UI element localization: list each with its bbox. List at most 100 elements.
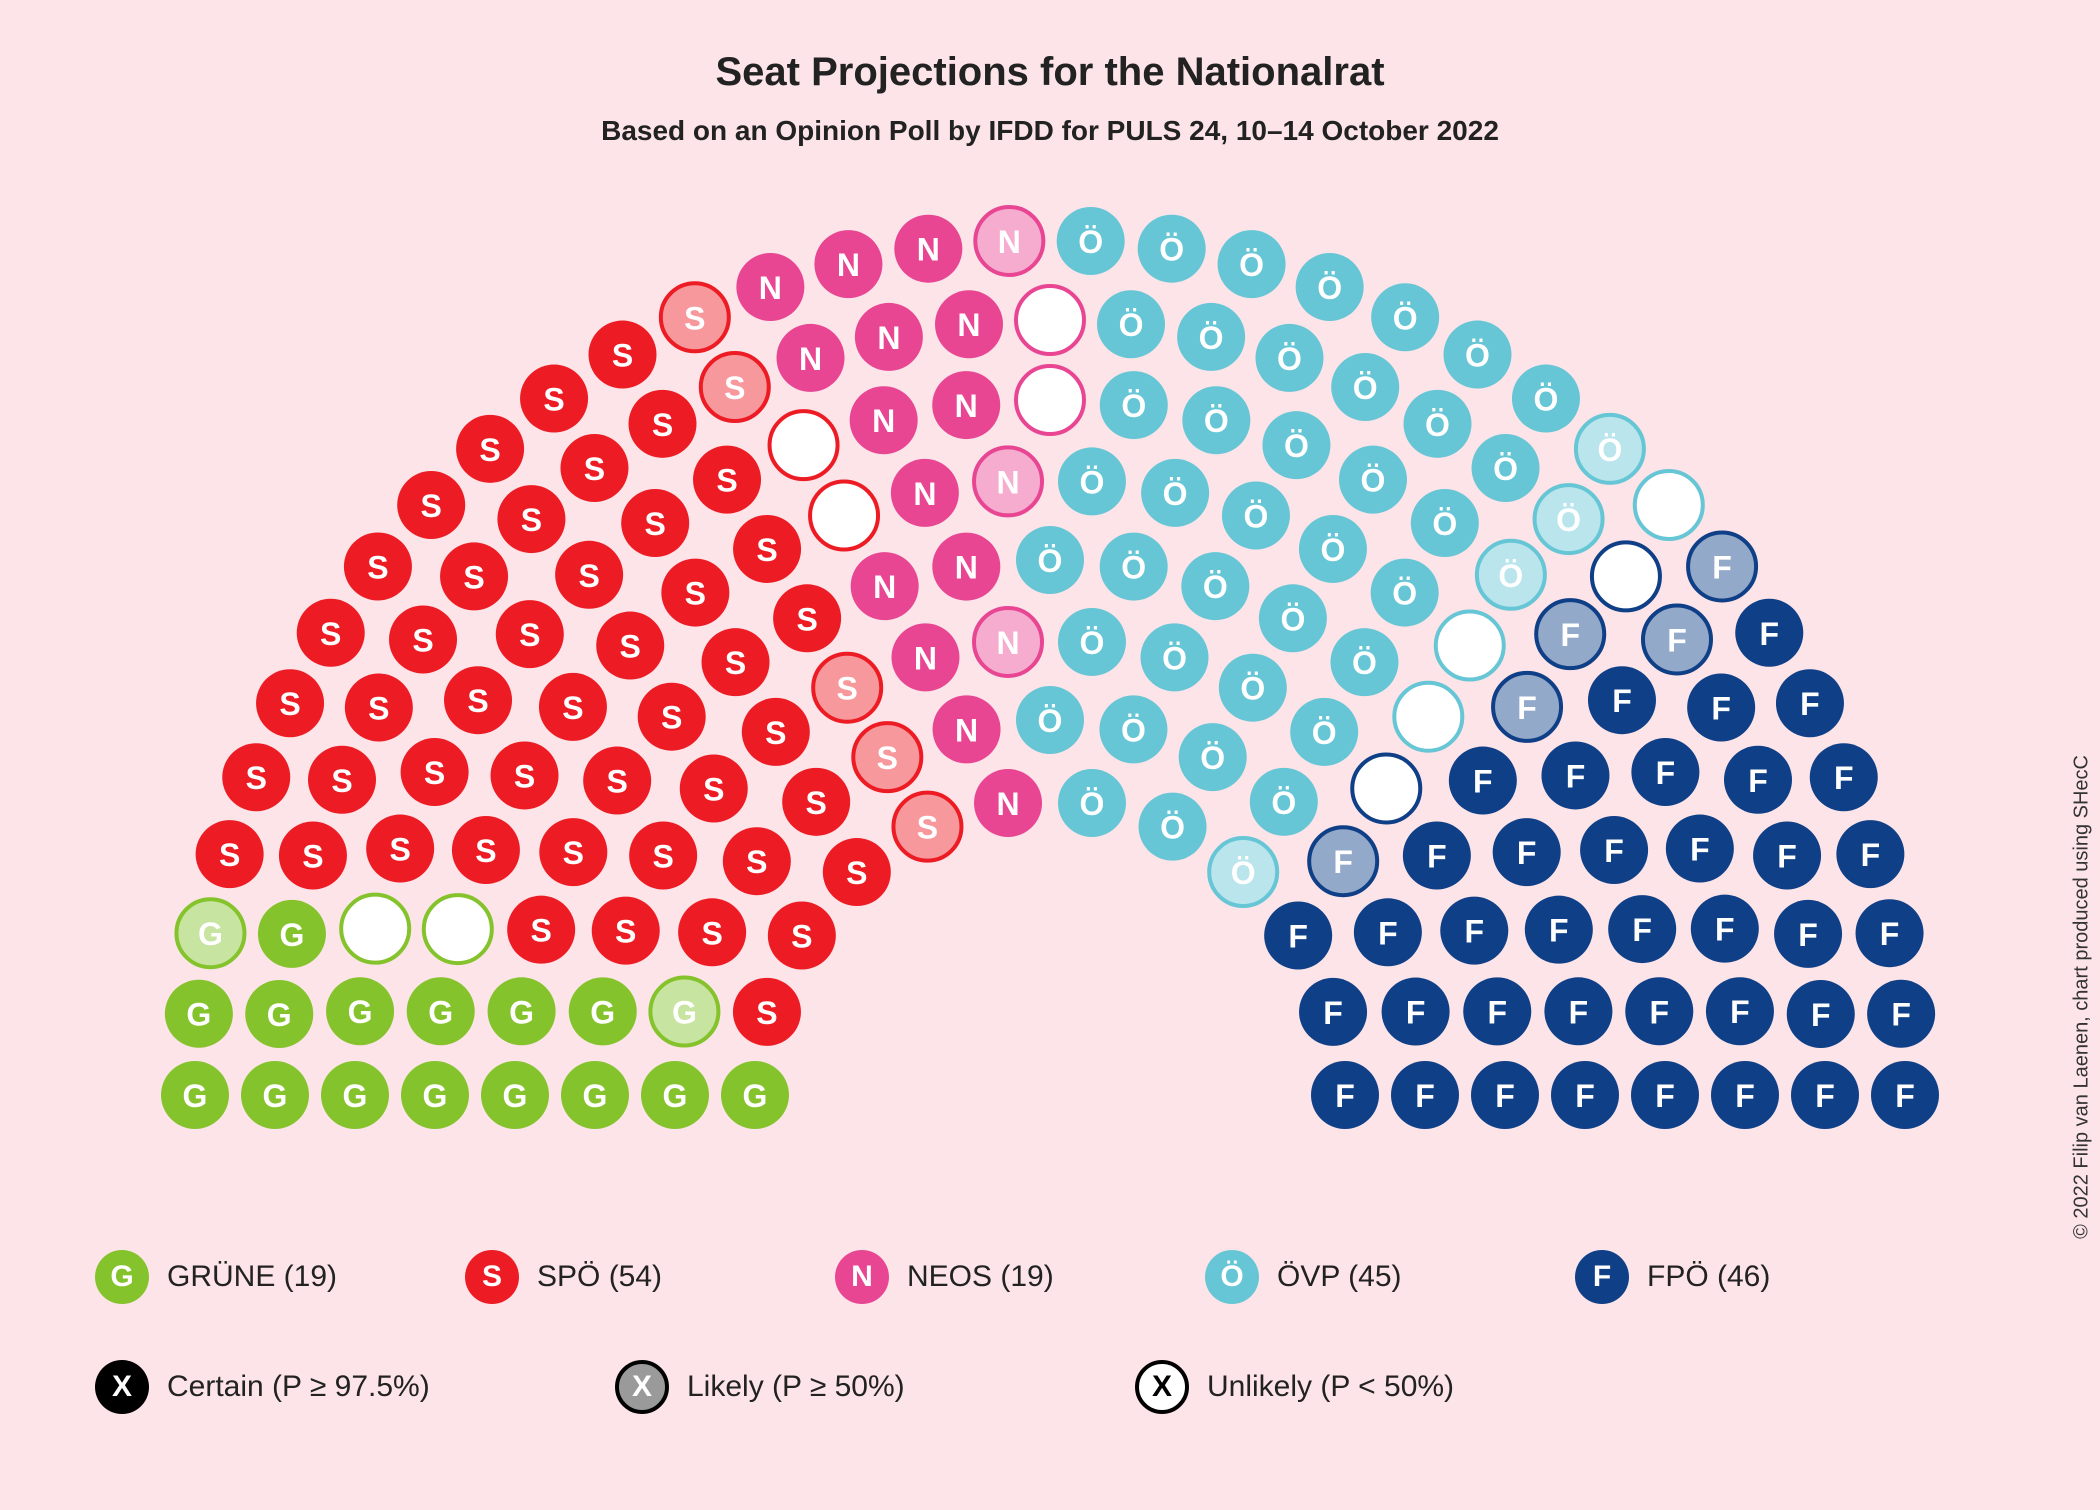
svg-text:F: F [1612, 683, 1632, 719]
seat: Ö [1097, 290, 1165, 358]
svg-text:S: S [716, 463, 737, 499]
seat: S [222, 743, 290, 811]
svg-text:S: S [837, 671, 858, 707]
legend-certainty-swatch: X [95, 1360, 149, 1414]
svg-text:G: G [503, 1078, 528, 1114]
seat: N [1016, 286, 1084, 354]
seat: G [407, 977, 475, 1045]
svg-text:S: S [645, 506, 666, 542]
svg-text:F: F [1575, 1078, 1595, 1114]
svg-text:S: S [612, 338, 633, 374]
svg-text:S: S [793, 428, 814, 464]
seat: N [736, 253, 804, 321]
seat: S [456, 415, 524, 483]
legend-party-label: ÖVP (45) [1277, 1260, 1402, 1294]
seat: S [344, 532, 412, 600]
svg-text:S: S [652, 838, 673, 874]
svg-text:F: F [1649, 994, 1669, 1030]
svg-text:N: N [837, 247, 860, 283]
seat: Ö [1411, 489, 1479, 557]
seat: Ö [1099, 695, 1167, 763]
seat: F [1311, 1061, 1379, 1129]
svg-text:F: F [1406, 995, 1426, 1031]
svg-text:F: F [1656, 755, 1676, 791]
svg-text:N: N [996, 625, 1019, 661]
svg-text:N: N [877, 320, 900, 356]
legend-swatch: G [95, 1250, 149, 1304]
seat: Ö [1535, 485, 1603, 553]
svg-text:Ö: Ö [1556, 502, 1581, 538]
seat: G [561, 1061, 629, 1129]
seat: Ö [1436, 612, 1504, 680]
svg-text:N: N [873, 569, 896, 605]
svg-text:G: G [509, 994, 534, 1030]
svg-text:G: G [743, 1078, 768, 1114]
svg-text:Ö: Ö [1159, 232, 1184, 268]
seat: F [1493, 818, 1561, 886]
seat: F [1382, 978, 1450, 1046]
svg-text:F: F [1566, 758, 1586, 794]
svg-text:Ö: Ö [1312, 715, 1337, 751]
svg-text:F: F [1891, 997, 1911, 1033]
seat: Ö [1472, 434, 1540, 502]
svg-text:F: F [1415, 1078, 1435, 1114]
svg-text:F: F [1759, 616, 1779, 652]
svg-text:Ö: Ö [1080, 786, 1105, 822]
svg-text:F: F [1427, 838, 1447, 874]
seat: S [621, 489, 689, 557]
seat: Ö [1296, 253, 1364, 321]
seat: S [702, 628, 770, 696]
seat: S [813, 654, 881, 722]
svg-text:Ö: Ö [1432, 506, 1457, 542]
seat: G [424, 895, 492, 963]
seat: S [733, 515, 801, 583]
svg-text:G: G [590, 994, 615, 1030]
svg-text:F: F [1800, 686, 1820, 722]
svg-text:G: G [423, 1078, 448, 1114]
svg-text:S: S [746, 844, 767, 880]
seat: S [555, 541, 623, 609]
svg-text:Ö: Ö [1277, 341, 1302, 377]
legend-certainty-label: Likely (P ≥ 50%) [687, 1370, 905, 1404]
seat: N [851, 552, 919, 620]
svg-text:Ö: Ö [1353, 370, 1378, 406]
svg-text:S: S [917, 810, 938, 846]
seat: Ö [1182, 386, 1250, 454]
seat: G [721, 1061, 789, 1129]
svg-text:G: G [186, 997, 211, 1033]
seat: S [592, 897, 660, 965]
seat: S [539, 818, 607, 886]
svg-text:S: S [796, 601, 817, 637]
seat: F [1810, 743, 1878, 811]
svg-text:F: F [1333, 844, 1353, 880]
svg-text:S: S [791, 919, 812, 955]
seat: S [440, 542, 508, 610]
svg-text:N: N [914, 640, 937, 676]
seat: Ö [1100, 371, 1168, 439]
svg-text:Ö: Ö [1078, 224, 1103, 260]
legend-party-item: SSPÖ (54) [465, 1250, 835, 1304]
seat: G [176, 899, 244, 967]
svg-text:S: S [877, 740, 898, 776]
seat: N [975, 207, 1043, 275]
svg-text:S: S [701, 915, 722, 951]
svg-text:S: S [424, 755, 445, 791]
seat: Ö [1179, 723, 1247, 791]
seat: Ö [1394, 683, 1462, 751]
seat: S [893, 793, 961, 861]
seat: Ö [1016, 686, 1084, 754]
seat: S [496, 600, 564, 668]
seat: G [341, 895, 409, 963]
seat: S [539, 673, 607, 741]
svg-text:S: S [652, 407, 673, 443]
svg-text:F: F [1473, 764, 1493, 800]
svg-text:Ö: Ö [1239, 247, 1264, 283]
svg-text:Ö: Ö [1392, 576, 1417, 612]
legend-certainty-label: Certain (P ≥ 97.5%) [167, 1370, 430, 1404]
legend-certainty-swatch: X [615, 1360, 669, 1414]
seat: S [680, 754, 748, 822]
svg-text:Ö: Ö [1163, 476, 1188, 512]
seat: S [279, 822, 347, 890]
svg-text:N: N [957, 307, 980, 343]
svg-text:F: F [1811, 997, 1831, 1033]
